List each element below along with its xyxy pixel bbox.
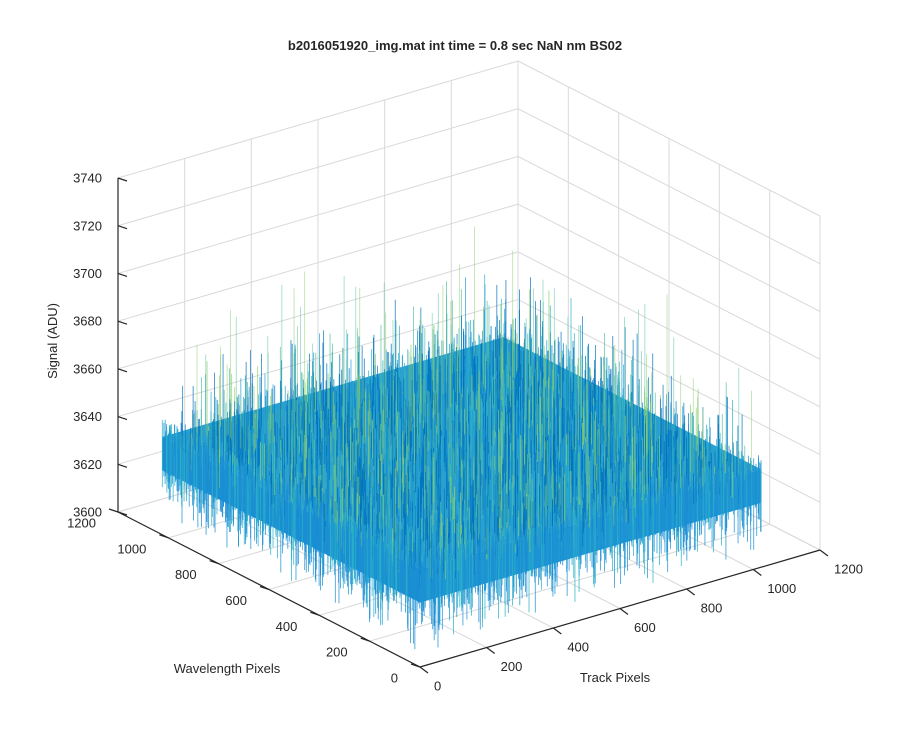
y-tick <box>410 663 421 668</box>
y-tick <box>159 534 169 539</box>
y-tick-label: 600 <box>225 593 247 608</box>
z-tick <box>117 463 128 468</box>
z-tick-label: 3660 <box>73 361 102 376</box>
y-tick-label: 400 <box>276 619 298 634</box>
z-tick <box>117 177 128 182</box>
y-tick-label: 1000 <box>117 541 146 556</box>
z-tick-label: 3600 <box>73 505 102 520</box>
x-tick-label: 800 <box>701 601 723 616</box>
y-tick <box>310 611 320 616</box>
x-tick-label: 600 <box>634 620 656 635</box>
x-tick-label: 1200 <box>834 562 863 577</box>
z-tick-label: 3680 <box>73 314 102 329</box>
z-tick <box>117 511 128 516</box>
y-tick-label: 0 <box>391 671 398 686</box>
axis-ticks: 0 200 400 600 800 1000 1200 0 200 400 600 800 1000 12… <box>67 171 863 694</box>
x-tick <box>419 666 429 674</box>
x-tick <box>819 549 829 557</box>
y-tick-label: 1200 <box>67 516 96 531</box>
y-tick <box>209 560 219 565</box>
x-tick-label: 200 <box>501 659 523 674</box>
z-tick-label: 3620 <box>73 457 102 472</box>
x-axis-title: Track Pixels <box>580 670 651 685</box>
y-tick <box>360 637 370 642</box>
x-tick <box>552 627 562 635</box>
z-tick-label: 3640 <box>73 409 102 424</box>
y-tick <box>259 585 270 591</box>
y-tick <box>108 508 119 513</box>
y-tick-label: 800 <box>175 567 197 582</box>
z-tick-label: 3740 <box>73 171 102 186</box>
z-axis-title: Signal (ADU) <box>45 303 60 379</box>
chart-title: b2016051920_img.mat int time = 0.8 sec N… <box>288 38 622 53</box>
z-tick-label: 3700 <box>73 266 102 281</box>
x-tick <box>752 569 762 576</box>
z-tick <box>117 225 128 230</box>
x-tick-label: 400 <box>567 640 589 655</box>
x-tick-label: 0 <box>434 679 441 694</box>
z-tick <box>117 320 128 325</box>
x-tick <box>619 608 629 615</box>
y-axis-title: Wavelength Pixels <box>174 661 281 676</box>
z-tick <box>117 416 128 421</box>
y-tick-label: 200 <box>326 645 348 660</box>
x-tick <box>686 588 696 596</box>
grid-line <box>369 523 770 642</box>
z-tick-label: 3720 <box>73 218 102 233</box>
z-tick <box>117 368 128 373</box>
z-tick <box>117 272 128 277</box>
surface-mesh <box>161 226 762 650</box>
x-tick-label: 1000 <box>767 581 796 596</box>
x-tick <box>486 647 496 654</box>
